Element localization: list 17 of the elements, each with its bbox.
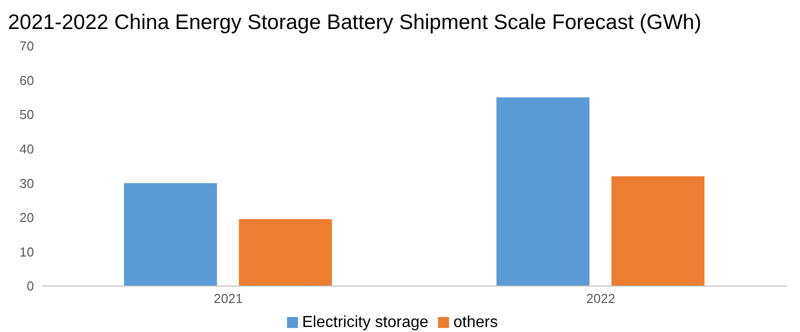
y-tick-label: 40 [20,141,34,156]
bar [611,176,704,286]
y-tick-label: 0 [26,278,34,294]
chart-title: 2021-2022 China Energy Storage Battery Shipment Scale Forecast (GWh) [8,10,702,36]
y-tick-label: 30 [20,176,34,191]
y-tick-label: 60 [20,72,34,88]
bar [238,219,332,286]
y-tick-label: 20 [20,210,34,226]
y-tick-label: 10 [20,244,34,260]
legend-label: others [453,314,498,331]
x-tick-label: 2022 [586,291,616,306]
x-tick-label: 2021 [214,291,243,306]
y-tick-label: 50 [20,107,34,122]
y-tick-label: 70 [20,38,34,54]
legend-label: Electricity storage [302,314,428,331]
bar [124,183,217,286]
bar [496,97,590,286]
